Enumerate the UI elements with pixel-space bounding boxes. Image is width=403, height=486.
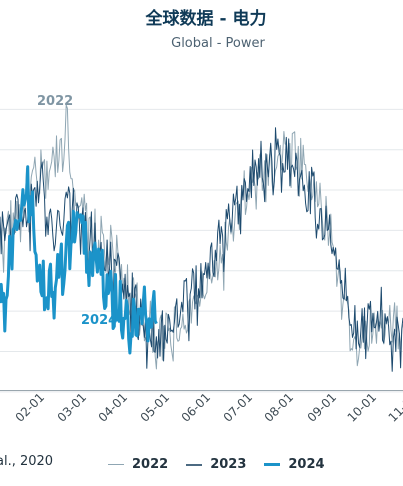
series-line-2023 — [0, 127, 403, 372]
x-tick-label: 07-01 — [221, 390, 256, 425]
legend: 2022 2023 2024 — [108, 457, 325, 472]
series-line-2022 — [0, 104, 403, 370]
x-tick-label: 04-01 — [96, 390, 131, 425]
legend-item-2024[interactable]: 2024 — [264, 457, 325, 472]
x-tick-label: 09-01 — [305, 390, 340, 425]
series-annotation-2022: 2022 — [37, 94, 73, 109]
annotation-layer: 2022 2024 — [37, 94, 117, 328]
x-tick-label: 08-01 — [262, 390, 297, 425]
chart-subtitle: Global - Power — [171, 36, 265, 51]
series-annotation-2024: 2024 — [81, 313, 117, 328]
x-tick-label: 03-01 — [55, 390, 90, 425]
grid-layer — [0, 108, 403, 393]
legend-label-2023: 2023 — [210, 457, 247, 472]
legend-label-2022: 2022 — [132, 457, 169, 472]
x-tick-label: 01-01 — [0, 390, 2, 425]
legend-item-2022[interactable]: 2022 — [108, 457, 168, 472]
legend-swatch-2023 — [186, 463, 203, 466]
x-tick-label: 10-01 — [345, 390, 380, 425]
series-line-2024 — [0, 165, 158, 355]
x-tick-label: 05-01 — [138, 390, 173, 425]
x-tick-label: 11-01 — [386, 390, 403, 425]
legend-item-2023[interactable]: 2023 — [186, 457, 246, 472]
x-tick-label: 06-01 — [179, 390, 214, 425]
legend-swatch-2022 — [108, 464, 124, 465]
series-layer — [0, 104, 403, 372]
legend-label-2024: 2024 — [288, 457, 325, 472]
source-note: al., 2020 — [0, 454, 54, 469]
x-tick-layer: 01-01 02-01 03-01 04-01 05-01 06-01 07-01 08-01… — [0, 390, 403, 425]
chart-title: 全球数据 - 电力 — [145, 9, 267, 29]
x-tick-label: 02-01 — [13, 390, 48, 425]
legend-swatch-2024 — [264, 463, 281, 466]
